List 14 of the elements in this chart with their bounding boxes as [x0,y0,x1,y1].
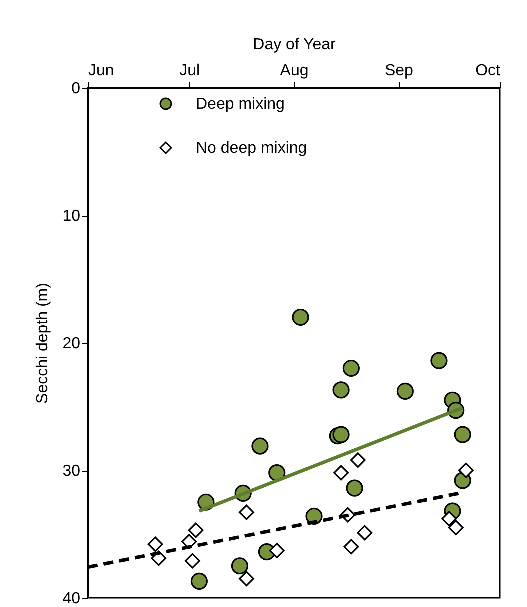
y-tick-label: 10 [62,208,81,225]
legend-label: No deep mixing [196,140,308,157]
y-axis-title: Secchi depth (m) [34,283,52,404]
x-tick-label: Oct [476,62,502,80]
y-tick-label: 40 [62,590,81,607]
x-tick-label: Jul [180,62,200,80]
x-axis-title: Day of Year [253,36,337,54]
x-tick-label: Aug [280,62,309,80]
y-tick-label: 20 [62,336,81,352]
y-tick-label: 30 [62,463,81,480]
y-tick-label: 0 [72,80,81,98]
legend-label: Deep mixing [196,96,285,113]
x-tick-label: Jun [88,62,114,80]
x-tick-label: Sep [384,62,414,80]
